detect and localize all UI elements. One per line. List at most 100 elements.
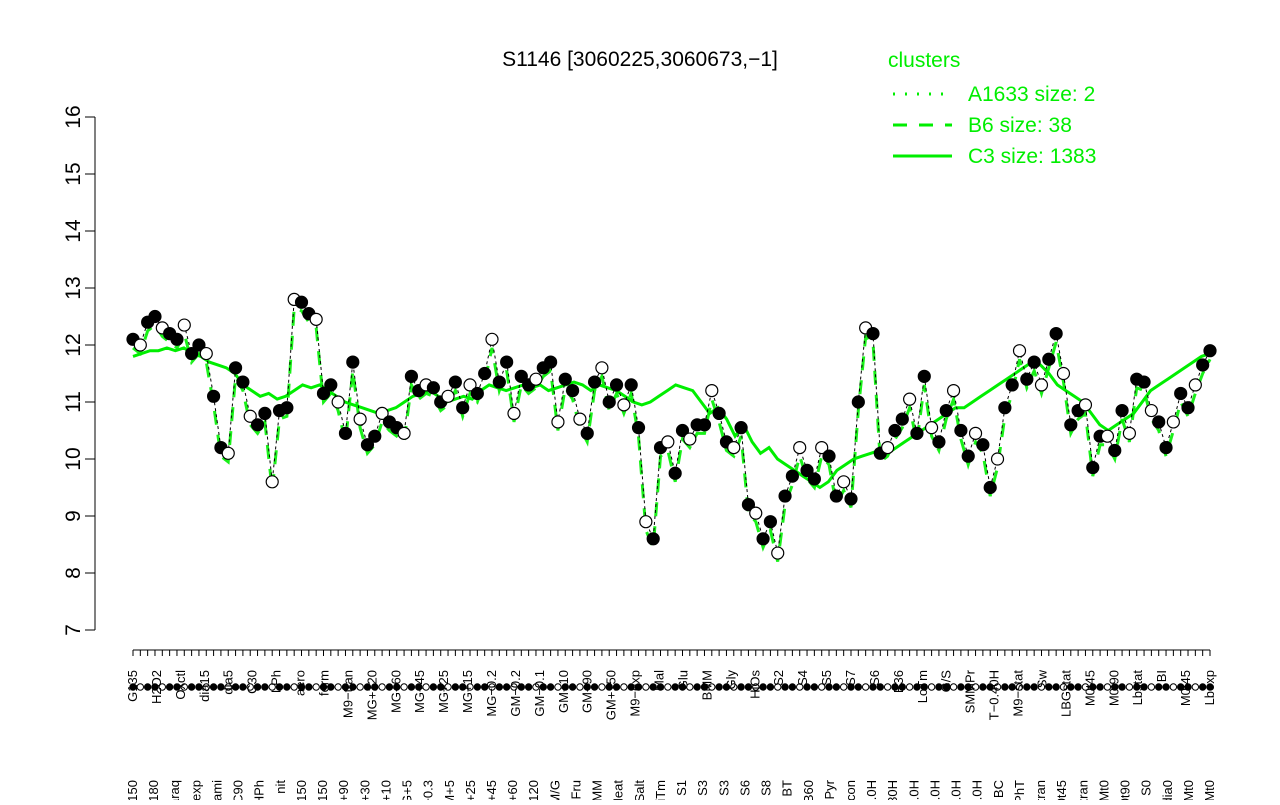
data-point <box>170 332 184 346</box>
data-point <box>404 369 419 383</box>
data-point <box>353 412 367 426</box>
x-label-upper: M9−exp <box>628 670 643 717</box>
rug-mark <box>656 683 665 691</box>
data-point <box>617 398 631 412</box>
x-label-lower: Heat <box>611 780 626 800</box>
rug-mark <box>517 683 526 691</box>
data-point <box>1181 401 1195 415</box>
rug-mark <box>129 683 137 691</box>
x-label-upper: Gly <box>723 670 738 690</box>
data-point <box>815 441 829 455</box>
rug-mark <box>363 683 372 691</box>
rug-mark <box>1155 683 1163 691</box>
rug-mark <box>620 683 628 691</box>
data-point <box>895 412 909 426</box>
data-point <box>294 295 309 309</box>
data-point <box>1020 372 1034 386</box>
data-point <box>478 366 492 381</box>
data-point <box>500 355 514 369</box>
rug-mark <box>319 683 328 691</box>
rug-mark <box>385 683 394 691</box>
x-label-lower: nit <box>273 780 288 794</box>
rug-mark <box>935 683 943 691</box>
x-label-upper: S7 <box>843 670 858 686</box>
data-point <box>507 406 521 420</box>
x-label-upper: H2O2 <box>149 670 164 704</box>
rug-mark <box>854 683 863 691</box>
y-tick-label: 11 <box>62 391 85 413</box>
rug-mark <box>1169 683 1178 691</box>
x-label-upper: BI <box>1154 670 1169 682</box>
data-point <box>485 332 499 346</box>
x-label-upper: T−0.40H <box>987 670 1002 720</box>
x-label-lower: C90 <box>231 780 246 800</box>
x-label-upper: Mal <box>652 670 667 691</box>
data-point <box>470 386 484 401</box>
rug-mark <box>554 683 562 691</box>
data-point <box>910 426 924 440</box>
x-label-upper: C30 <box>245 670 260 694</box>
rug-mark <box>495 683 504 691</box>
rug-mark <box>627 683 635 691</box>
x-label-upper: S4 <box>795 670 810 686</box>
data-point <box>639 515 653 529</box>
data-point <box>939 403 953 418</box>
x-label-upper: Lbstat <box>1130 670 1145 706</box>
data-point <box>529 372 543 386</box>
data-point <box>192 338 206 352</box>
data-point <box>727 441 741 455</box>
legend-entry-a1633: A1633 size: 2 <box>968 83 1095 106</box>
x-label-lower: Salt <box>632 780 647 800</box>
rug-mark <box>239 683 247 691</box>
rug-mark <box>986 683 994 691</box>
rug-mark <box>766 683 775 691</box>
x-label-upper: MG+45 <box>412 670 427 713</box>
rug-mark <box>502 683 511 691</box>
data-point <box>280 401 294 415</box>
x-label-lower: MG+90 <box>336 780 351 800</box>
rug-mark <box>1118 683 1126 691</box>
x-label-upper: M0t45 <box>1178 670 1193 706</box>
x-label-lower: G180 <box>146 780 161 800</box>
y-tick-label: 10 <box>62 447 85 470</box>
chart-title: S1146 [3060225,3060673,−1] <box>502 48 778 71</box>
rug-mark <box>817 683 826 691</box>
rug-mark <box>202 683 210 691</box>
x-label-lower: T2.0H <box>927 780 942 800</box>
rug-mark <box>803 683 811 691</box>
data-point <box>1203 344 1217 358</box>
rug-mark <box>422 683 430 691</box>
x-label-lower: MG+30 <box>357 780 372 800</box>
rug-mark <box>253 683 262 691</box>
rug-mark <box>224 683 232 691</box>
data-point <box>829 489 843 503</box>
data-point <box>793 441 807 455</box>
data-point <box>822 449 836 463</box>
rug-mark <box>151 683 159 691</box>
data-point <box>1188 378 1202 392</box>
legend-title: clusters <box>888 49 960 72</box>
rug-mark <box>876 683 885 691</box>
data-point <box>1027 355 1041 369</box>
data-point <box>573 412 587 426</box>
x-label-lower: LBGexp <box>188 780 203 800</box>
rug-mark <box>693 683 701 691</box>
rug-mark <box>1147 683 1156 691</box>
x-label-lower: HPh <box>252 780 267 800</box>
x-label-upper: Sw <box>1034 669 1049 688</box>
x-label-upper: aero <box>293 670 308 696</box>
rug-mark <box>671 683 679 691</box>
rug-mark <box>349 683 357 691</box>
data-point <box>998 401 1012 415</box>
x-label-upper: S5 <box>819 670 834 686</box>
x-label-upper: LoTm <box>915 670 930 703</box>
rug-mark <box>788 683 797 691</box>
data-point <box>1159 441 1173 455</box>
x-label-lower: GM+45 <box>484 780 499 800</box>
data-point <box>1166 415 1180 429</box>
x-label-upper: dia5 <box>221 670 236 695</box>
x-label-lower: M40t90 <box>1118 780 1133 800</box>
data-point <box>851 395 865 409</box>
data-point <box>177 318 191 332</box>
x-label-lower: BC <box>991 780 1006 798</box>
